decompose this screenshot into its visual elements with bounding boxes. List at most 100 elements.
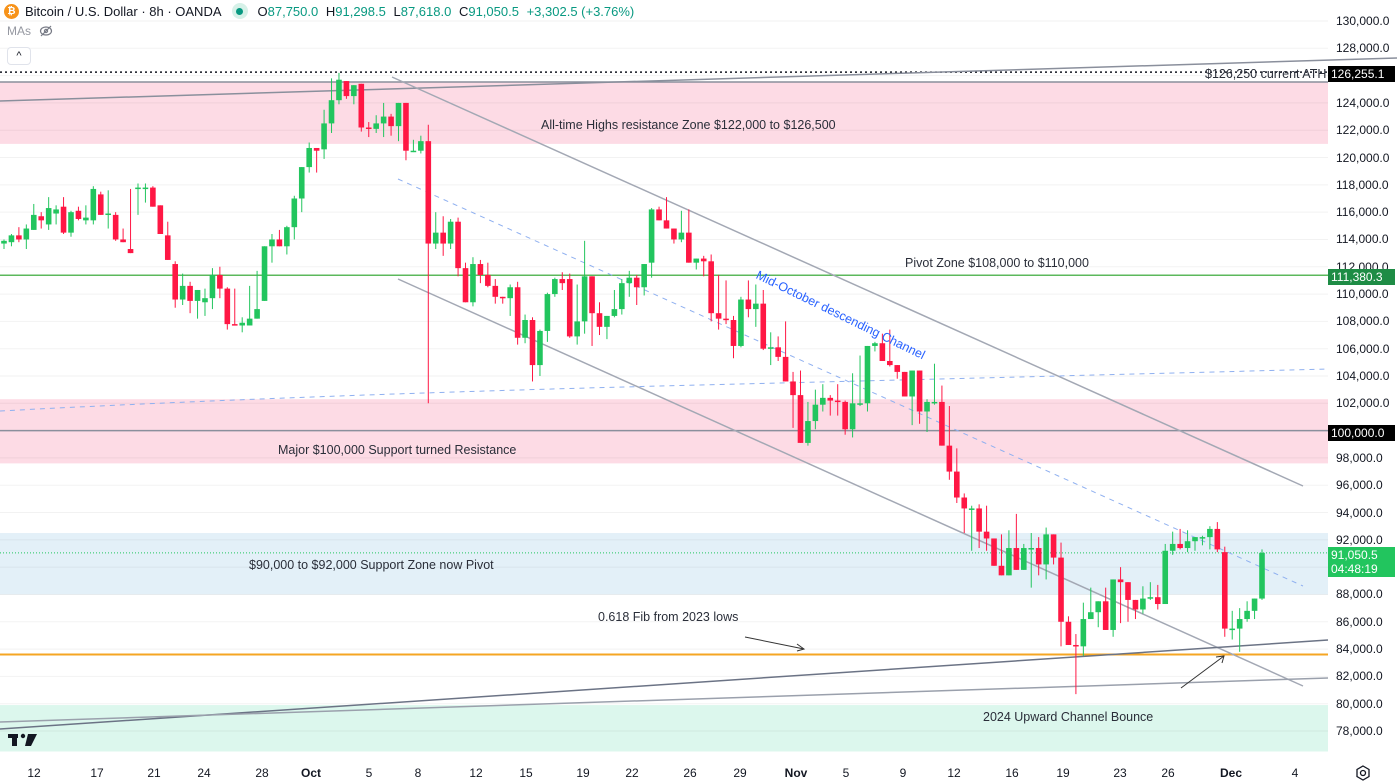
candle[interactable] — [1236, 608, 1243, 652]
annotation-support-100k[interactable]: Major $100,000 Support turned Resistance — [278, 443, 517, 457]
annotation-upward-channel[interactable]: 2024 Upward Channel Bounce — [983, 710, 1154, 724]
collapse-legend-button[interactable]: ^ — [7, 47, 31, 65]
candle[interactable] — [179, 273, 186, 305]
candle[interactable] — [291, 195, 298, 240]
candle[interactable] — [641, 264, 647, 296]
candle[interactable] — [797, 370, 804, 443]
candle[interactable] — [834, 384, 841, 416]
candle[interactable] — [760, 289, 767, 351]
candle[interactable] — [16, 227, 22, 243]
candle[interactable] — [961, 493, 968, 534]
candle[interactable] — [373, 115, 379, 133]
candle[interactable] — [1013, 513, 1020, 570]
candle[interactable] — [812, 389, 819, 430]
candle[interactable] — [60, 197, 67, 234]
candle[interactable] — [745, 280, 752, 318]
candle[interactable] — [1058, 542, 1064, 647]
candle[interactable] — [544, 292, 551, 342]
candle[interactable] — [499, 296, 506, 304]
candle[interactable] — [492, 279, 499, 304]
candle[interactable] — [30, 203, 37, 230]
candle[interactable] — [440, 216, 446, 256]
candle[interactable] — [738, 296, 744, 348]
candle[interactable] — [432, 212, 439, 250]
symbol-title[interactable]: Bitcoin / U.S. Dollar · 8h · OANDA — [25, 3, 222, 19]
candle[interactable] — [983, 505, 990, 551]
candle[interactable] — [827, 395, 834, 416]
candle[interactable] — [998, 534, 1005, 576]
zone-0[interactable] — [0, 82, 1328, 144]
candle[interactable] — [1207, 526, 1213, 550]
candle[interactable] — [68, 210, 74, 237]
candle[interactable] — [150, 186, 156, 207]
candle[interactable] — [284, 225, 290, 255]
candle[interactable] — [946, 406, 953, 480]
candle[interactable] — [194, 289, 201, 319]
candle[interactable] — [418, 135, 424, 154]
candle[interactable] — [916, 370, 923, 424]
candle[interactable] — [112, 212, 119, 241]
candle[interactable] — [388, 113, 394, 136]
candle[interactable] — [857, 355, 863, 407]
annotation-ath-zone[interactable]: All-time Highs resistance Zone $122,000 … — [541, 118, 836, 132]
candle[interactable] — [1043, 527, 1049, 580]
candle[interactable] — [403, 102, 409, 161]
candle[interactable] — [1214, 522, 1221, 553]
candle[interactable] — [991, 538, 997, 566]
candle[interactable] — [790, 371, 796, 428]
candle[interactable] — [351, 85, 357, 105]
candle[interactable] — [1184, 530, 1191, 553]
candle[interactable] — [976, 504, 982, 549]
candle[interactable] — [767, 332, 774, 366]
candle[interactable] — [97, 191, 104, 215]
candle[interactable] — [574, 284, 580, 345]
candle[interactable] — [700, 255, 707, 277]
candle[interactable] — [447, 218, 454, 250]
candle[interactable] — [1125, 582, 1131, 622]
candle[interactable] — [142, 183, 149, 203]
candle[interactable] — [1177, 528, 1183, 550]
candle[interactable] — [120, 228, 126, 243]
candle[interactable] — [753, 284, 759, 327]
candle[interactable] — [217, 266, 223, 299]
candle[interactable] — [224, 287, 231, 330]
candle[interactable] — [45, 197, 52, 230]
candle[interactable] — [164, 221, 171, 260]
candle[interactable] — [298, 167, 305, 213]
candle[interactable] — [864, 345, 871, 412]
candle[interactable] — [1110, 579, 1116, 637]
candle[interactable] — [313, 147, 320, 173]
candle[interactable] — [954, 448, 960, 503]
candle[interactable] — [425, 124, 432, 404]
candle[interactable] — [596, 302, 603, 336]
candle[interactable] — [83, 205, 89, 225]
candle[interactable] — [157, 205, 164, 234]
candle[interactable] — [581, 240, 588, 334]
candle[interactable] — [1, 239, 7, 250]
annotation-support-90k[interactable]: $90,000 to $92,000 Support Zone now Pivo… — [249, 558, 494, 572]
candle[interactable] — [1065, 616, 1072, 645]
candle[interactable] — [648, 208, 655, 278]
candle[interactable] — [626, 270, 633, 297]
annotation-fib[interactable]: 0.618 Fib from 2023 lows — [598, 610, 739, 624]
candle[interactable] — [8, 234, 15, 247]
candle[interactable] — [820, 384, 826, 412]
candle[interactable] — [395, 102, 402, 142]
candle[interactable] — [485, 262, 491, 288]
candle[interactable] — [105, 190, 112, 229]
candle[interactable] — [589, 276, 595, 346]
candle[interactable] — [559, 272, 566, 290]
candle[interactable] — [23, 224, 30, 250]
candle[interactable] — [693, 258, 700, 270]
candle[interactable] — [730, 315, 737, 359]
candle[interactable] — [1140, 586, 1146, 614]
candle[interactable] — [1087, 587, 1094, 620]
candle[interactable] — [507, 284, 513, 316]
candle[interactable] — [872, 341, 878, 352]
candle[interactable] — [671, 228, 677, 244]
candle[interactable] — [924, 399, 930, 432]
candle[interactable] — [75, 206, 82, 221]
candle[interactable] — [522, 314, 528, 344]
zone-2[interactable] — [0, 533, 1328, 595]
candle[interactable] — [38, 212, 45, 229]
